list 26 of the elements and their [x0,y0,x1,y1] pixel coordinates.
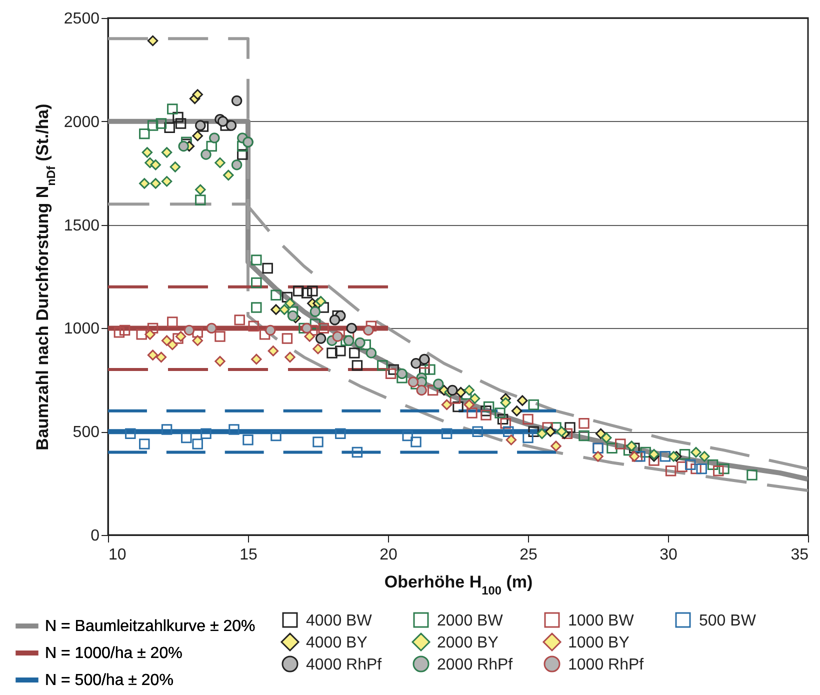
legend-label: 4000 RhPf [306,656,382,674]
y-tick-label: 1000 [64,320,100,338]
legend-label: 500 BW [699,612,757,630]
x-tick-label: 15 [240,546,258,564]
legend-label: 1000 BW [568,612,635,630]
y-tick-label: 2500 [64,10,100,28]
y-tick-label: 500 [72,424,100,442]
x-tick-label: 25 [520,546,538,564]
x-tick-label: 30 [660,546,678,564]
legend-label: 4000 BW [306,612,373,630]
legend-label: N = Baumleitzahlkurve ± 20% [45,618,256,635]
x-tick-label: 20 [380,546,398,564]
legend-label: 4000 BY [306,634,368,652]
y-tick-label: 2000 [64,114,100,131]
x-tick-label: 35 [790,546,809,564]
x-axis-title: Oberhöhe H$_{100}$ (m) [384,572,533,598]
y-tick-label: 1500 [64,217,100,234]
legend-label: 1000 BY [568,634,630,652]
legend-label: 2000 BY [437,634,499,652]
x-tick-label: 10 [108,546,126,564]
legend-label: 2000 RhPf [437,656,514,674]
legend-label: 2000 BW [437,612,504,630]
y-tick-label: 0 [90,528,100,544]
legend-label: N = 1000/ha ± 20% [45,645,182,662]
legend-label: 1000 RhPf [568,656,644,674]
legend-label: N = 500/ha ± 20% [45,672,174,689]
